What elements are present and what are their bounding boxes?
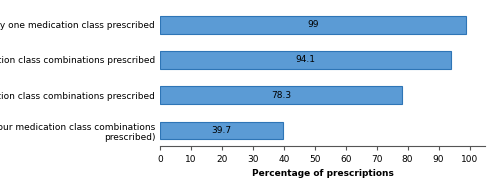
- Text: 39.7: 39.7: [212, 126, 232, 135]
- Text: 94.1: 94.1: [296, 55, 316, 64]
- Bar: [160, 16, 466, 34]
- Text: 99: 99: [308, 20, 319, 29]
- X-axis label: Percentage of prescriptions: Percentage of prescriptions: [252, 169, 394, 178]
- Bar: [160, 51, 452, 69]
- Bar: [160, 86, 402, 104]
- Text: 78.3: 78.3: [271, 91, 291, 100]
- Bar: [160, 122, 283, 139]
